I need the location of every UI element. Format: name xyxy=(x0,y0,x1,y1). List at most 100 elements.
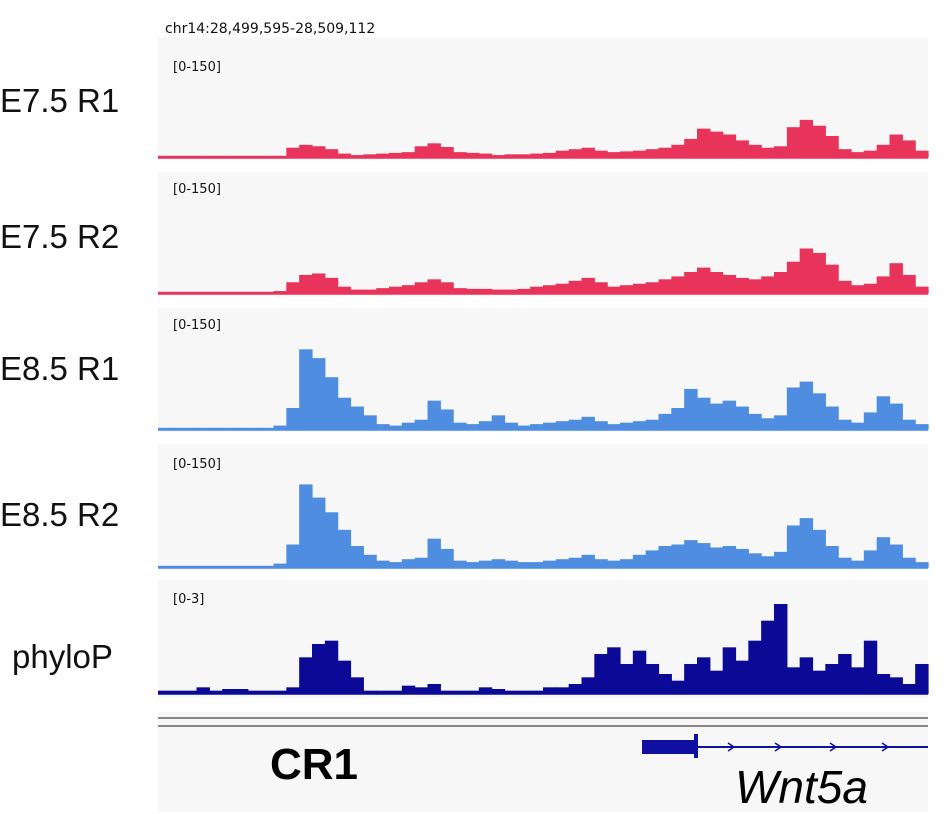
coverage-bar xyxy=(568,557,583,568)
track-label-e75-r1: E7.5 R1 xyxy=(0,82,120,119)
coverage-bar xyxy=(183,155,198,158)
coverage-bar xyxy=(427,538,441,568)
coverage-bar xyxy=(812,529,826,568)
gene-track xyxy=(158,717,928,758)
coverage-bar xyxy=(632,554,647,568)
coverage-bar xyxy=(260,291,275,294)
coverage-bar xyxy=(555,687,570,694)
coverage-bar xyxy=(222,689,236,694)
coverage-bar xyxy=(684,272,698,294)
coverage-bar xyxy=(414,557,429,568)
coverage-bar xyxy=(517,154,531,158)
coverage-bar xyxy=(517,288,531,294)
coverage-bar xyxy=(543,687,557,694)
coverage-bar xyxy=(774,272,788,294)
coverage-bar xyxy=(517,425,531,430)
coverage-bar xyxy=(761,620,775,694)
coverage-bar xyxy=(440,147,454,158)
coverage-bar xyxy=(414,687,429,694)
coverage-bar xyxy=(774,146,788,158)
coverage-bar xyxy=(581,677,595,694)
coverage-bar xyxy=(183,565,198,568)
coverage-bar xyxy=(555,150,570,158)
coverage-bar xyxy=(543,560,557,568)
coverage-bar xyxy=(735,660,749,694)
coverage-bar xyxy=(324,149,339,158)
track-e75-r1 xyxy=(158,119,929,159)
coverage-bar xyxy=(517,690,531,694)
coverage-bar xyxy=(170,427,185,430)
coverage-bar xyxy=(735,277,749,294)
coverage-bar xyxy=(401,559,416,568)
track-e75-r2 xyxy=(158,248,929,295)
gene-name-label: Wnt5a xyxy=(735,761,868,813)
coverage-bar xyxy=(838,419,852,430)
coverage-bar xyxy=(337,660,352,694)
coverage-bar xyxy=(812,670,826,694)
locus-coordinates: chr14:28,499,595-28,509,112 xyxy=(165,21,376,37)
track-range-phylop: [0-3] xyxy=(173,592,205,607)
coverage-bar xyxy=(196,565,210,568)
coverage-bar xyxy=(709,131,724,158)
coverage-bar xyxy=(838,280,852,294)
coverage-bar xyxy=(722,134,737,158)
coverage-bar xyxy=(607,647,621,694)
coverage-bar xyxy=(260,565,275,568)
coverage-bar xyxy=(491,689,506,694)
track-range-e85-r1: [0-150] xyxy=(173,318,221,333)
strand-arrow xyxy=(774,742,783,752)
coverage-bar xyxy=(581,147,595,158)
coverage-bar xyxy=(748,144,762,158)
coverage-bar xyxy=(722,546,737,568)
coverage-bar xyxy=(620,422,634,430)
coverage-bar xyxy=(504,289,518,294)
coverage-bar xyxy=(376,153,390,158)
coverage-bar xyxy=(170,291,185,294)
coverage-bar xyxy=(273,155,287,158)
track-e85-r1 xyxy=(158,349,929,431)
coverage-bar xyxy=(299,484,313,568)
coverage-bar xyxy=(568,684,583,694)
coverage-bar xyxy=(466,424,480,430)
coverage-bar xyxy=(889,677,903,694)
coverage-bar xyxy=(209,155,223,158)
coverage-bar xyxy=(337,153,352,158)
coverage-bar xyxy=(158,690,172,694)
coverage-bar xyxy=(671,544,685,568)
coverage-bar xyxy=(645,550,660,568)
coverage-bar xyxy=(222,291,236,294)
coverage-bar xyxy=(158,565,172,568)
coverage-bar xyxy=(247,155,262,158)
coverage-bar xyxy=(273,291,287,294)
coverage-bar xyxy=(876,276,891,294)
coverage-bar xyxy=(389,562,403,568)
coverage-bar xyxy=(915,562,929,568)
coverage-bar xyxy=(722,274,737,294)
coverage-bar xyxy=(427,400,441,430)
coverage-bar xyxy=(196,687,210,694)
coverage-bar xyxy=(607,152,621,158)
coverage-bar xyxy=(299,349,313,430)
coverage-bar xyxy=(478,288,493,294)
coverage-bar xyxy=(594,282,608,294)
coverage-bar xyxy=(299,657,313,694)
coverage-bar xyxy=(607,286,621,294)
coverage-bar xyxy=(709,272,724,294)
coverage-bar xyxy=(235,689,249,694)
coverage-bar xyxy=(620,664,634,694)
coverage-bar xyxy=(389,690,403,694)
coverage-bar xyxy=(440,409,454,430)
coverage-bar xyxy=(401,685,416,694)
coverage-bar xyxy=(684,540,698,568)
coverage-bar xyxy=(273,690,287,694)
coverage-bar xyxy=(555,559,570,568)
coverage-bar xyxy=(761,147,775,158)
coverage-bar xyxy=(312,497,326,568)
coverage-bar xyxy=(786,387,801,430)
coverage-bar xyxy=(312,358,326,430)
coverage-bar xyxy=(376,690,390,694)
coverage-bar xyxy=(786,667,801,694)
coverage-bar xyxy=(286,408,300,430)
gene-utr-block xyxy=(642,740,694,754)
coverage-bar xyxy=(645,664,660,694)
